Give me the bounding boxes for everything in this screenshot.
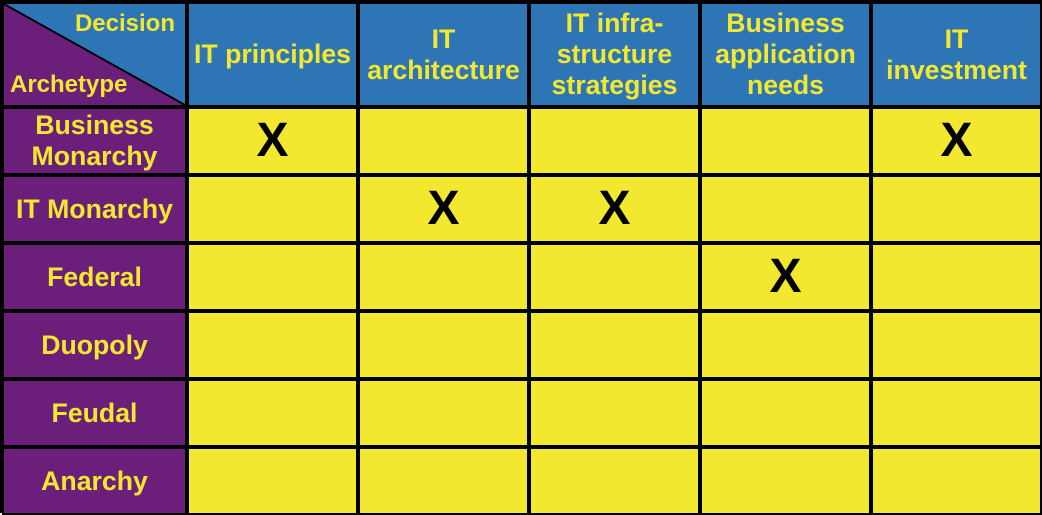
data-cell [187, 311, 358, 379]
data-cell [358, 243, 529, 311]
data-cell [871, 175, 1042, 243]
data-cell [358, 447, 529, 515]
data-cell [871, 243, 1042, 311]
data-cell [529, 447, 700, 515]
data-cell [871, 311, 1042, 379]
row-header: Business Monarchy [2, 107, 187, 175]
column-header-label: IT investment [877, 24, 1036, 85]
cell-mark: X [940, 113, 972, 168]
column-header: IT principles [187, 2, 358, 107]
row-header: Feudal [2, 379, 187, 447]
corner-top-label: Decision [75, 10, 175, 38]
row-header-label: Duopoly [41, 330, 148, 361]
column-header-label: IT principles [194, 39, 351, 70]
row-header-label: Anarchy [41, 466, 148, 497]
cell-mark: X [256, 113, 288, 168]
data-cell: X [358, 175, 529, 243]
column-header-label: Business application needs [706, 8, 865, 100]
data-cell [358, 311, 529, 379]
row-header-label: IT Monarchy [16, 194, 173, 225]
row-header: Federal [2, 243, 187, 311]
data-cell [529, 379, 700, 447]
row-header: Anarchy [2, 447, 187, 515]
corner-bottom-label: Archetype [10, 71, 127, 99]
column-header: Business application needs [700, 2, 871, 107]
data-cell: X [700, 243, 871, 311]
data-cell: X [187, 107, 358, 175]
data-cell [700, 107, 871, 175]
data-cell [871, 447, 1042, 515]
data-cell [700, 447, 871, 515]
data-cell [187, 379, 358, 447]
data-cell: X [529, 175, 700, 243]
row-header-label: Federal [47, 262, 142, 293]
governance-matrix: Decision Archetype IT principles IT archi… [0, 0, 1042, 513]
cell-mark: X [427, 181, 459, 236]
column-header-label: IT infra-structure strategies [535, 8, 694, 100]
cell-mark: X [769, 249, 801, 304]
data-cell [700, 379, 871, 447]
data-cell [700, 175, 871, 243]
data-cell [187, 243, 358, 311]
data-cell [187, 175, 358, 243]
row-header: Duopoly [2, 311, 187, 379]
data-cell [529, 243, 700, 311]
data-cell [529, 107, 700, 175]
column-header: IT infra-structure strategies [529, 2, 700, 107]
data-cell: X [871, 107, 1042, 175]
row-header-label: Business Monarchy [8, 110, 181, 171]
data-cell [871, 379, 1042, 447]
row-header: IT Monarchy [2, 175, 187, 243]
data-cell [187, 447, 358, 515]
column-header: IT investment [871, 2, 1042, 107]
data-cell [529, 311, 700, 379]
data-cell [700, 311, 871, 379]
column-header: IT architecture [358, 2, 529, 107]
corner-cell: Decision Archetype [2, 2, 187, 107]
row-header-label: Feudal [52, 398, 138, 429]
cell-mark: X [598, 181, 630, 236]
data-cell [358, 107, 529, 175]
data-cell [358, 379, 529, 447]
column-header-label: IT architecture [364, 24, 523, 85]
